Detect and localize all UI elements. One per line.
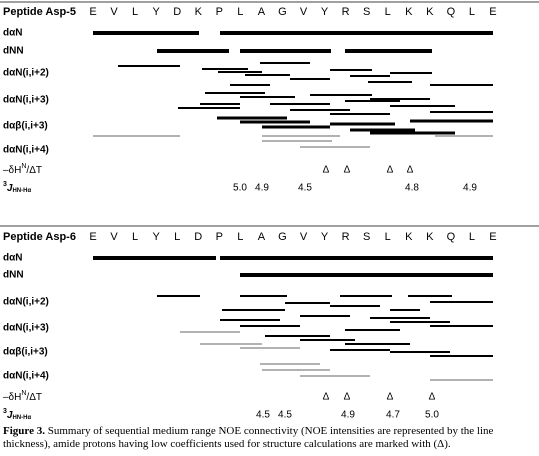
residue: G [278, 231, 287, 243]
coupling-value: 4.9 [255, 183, 269, 194]
temperature-mark: Δ [344, 392, 351, 403]
residue: K [405, 231, 413, 243]
temperature-mark: Δ [323, 392, 330, 403]
residue: R [342, 231, 350, 243]
row-label: dαβ(i,i+3) [3, 347, 48, 358]
residue: Q [447, 6, 456, 18]
coupling-value: 5.0 [233, 183, 247, 194]
coupling-value: 4.7 [386, 410, 400, 421]
temperature-mark: Δ [407, 165, 414, 176]
caption: Figure 3. Summary of sequential medium r… [3, 425, 536, 451]
residue: L [237, 6, 243, 18]
panel-title: Peptide Asp-6 [3, 231, 76, 243]
label-part: J [7, 183, 13, 194]
residue: Y [152, 6, 160, 18]
coupling-value: 4.5 [298, 183, 312, 194]
residue: L [174, 231, 180, 243]
coupling-label: 3JHN-Hα [3, 181, 31, 194]
coupling-value: 4.9 [463, 183, 477, 194]
caption-text: Summary of sequential medium range NOE c… [3, 425, 494, 450]
row-label: dαN(i,i+4) [3, 371, 49, 382]
row-label: dNN [3, 46, 24, 57]
residue: K [405, 6, 413, 18]
caption-label: Figure 3. [3, 425, 45, 437]
row-label: dαβ(i,i+3) [3, 121, 48, 132]
residue: K [195, 6, 203, 18]
temperature-label: –δHN/ΔT [3, 390, 42, 403]
temperature-label: –δHN/ΔT [3, 163, 42, 176]
residue: V [110, 231, 118, 243]
residue: L [385, 6, 391, 18]
residue: L [469, 6, 475, 18]
residue: V [300, 6, 308, 18]
residue: A [258, 231, 266, 243]
residue: D [173, 6, 181, 18]
residue: E [489, 6, 496, 18]
label-part: /ΔT [26, 165, 42, 176]
figure: Peptide Asp-5 E V L Y D K P L A G V Y R S L K K Q L EdαNdNNd… [0, 1, 539, 421]
coupling-value: 4.9 [341, 410, 355, 421]
residue: S [363, 231, 370, 243]
residue: Y [152, 231, 160, 243]
row-label: dαN(i,i+4) [3, 145, 49, 156]
residue: K [426, 231, 434, 243]
label-sub: HN-Hα [12, 415, 31, 421]
temperature-mark: Δ [429, 392, 436, 403]
row-label: dαN(i,i+2) [3, 297, 49, 308]
row-label: dαN(i,i+3) [3, 95, 49, 106]
residue: Q [447, 231, 456, 243]
residue: V [110, 6, 118, 18]
residue: L [469, 231, 475, 243]
label-sup: N [21, 390, 26, 397]
temperature-mark: Δ [344, 165, 351, 176]
residue: L [132, 6, 138, 18]
label-part: J [7, 410, 13, 421]
coupling-value: 4.5 [256, 410, 270, 421]
panel-title: Peptide Asp-5 [3, 6, 76, 18]
residue: E [489, 231, 496, 243]
residue: P [216, 6, 223, 18]
label-sub: HN-Hα [12, 188, 31, 194]
coupling-value: 5.0 [425, 410, 439, 421]
temperature-mark: Δ [387, 392, 394, 403]
row-label: dαN [3, 253, 22, 264]
residue: S [363, 6, 370, 18]
residue: P [216, 231, 223, 243]
residue: D [194, 231, 202, 243]
residue: E [89, 231, 96, 243]
residue: L [132, 231, 138, 243]
temperature-mark: Δ [323, 165, 330, 176]
row-label: dαN(i,i+3) [3, 323, 49, 334]
temperature-mark: Δ [387, 165, 394, 176]
row-label: dαN(i,i+2) [3, 68, 49, 79]
coupling-value: 4.8 [405, 183, 419, 194]
label-part: /ΔT [26, 392, 42, 403]
row-label: dαN [3, 28, 22, 39]
residue: A [258, 6, 266, 18]
residue: L [237, 231, 243, 243]
row-label: dNN [3, 270, 24, 281]
coupling-label: 3JHN-Hα [3, 408, 31, 421]
residue: G [278, 6, 287, 18]
residue: L [385, 231, 391, 243]
residue: Y [321, 231, 329, 243]
residue: E [89, 6, 96, 18]
residue: R [342, 6, 350, 18]
label-sup: N [21, 163, 26, 170]
label-part: –δH [3, 392, 21, 403]
residue: Y [321, 6, 329, 18]
coupling-value: 4.5 [278, 410, 292, 421]
label-sup: 3 [3, 181, 7, 188]
residue: K [426, 6, 434, 18]
label-sup: 3 [3, 408, 7, 415]
label-part: –δH [3, 165, 21, 176]
residue: V [300, 231, 308, 243]
